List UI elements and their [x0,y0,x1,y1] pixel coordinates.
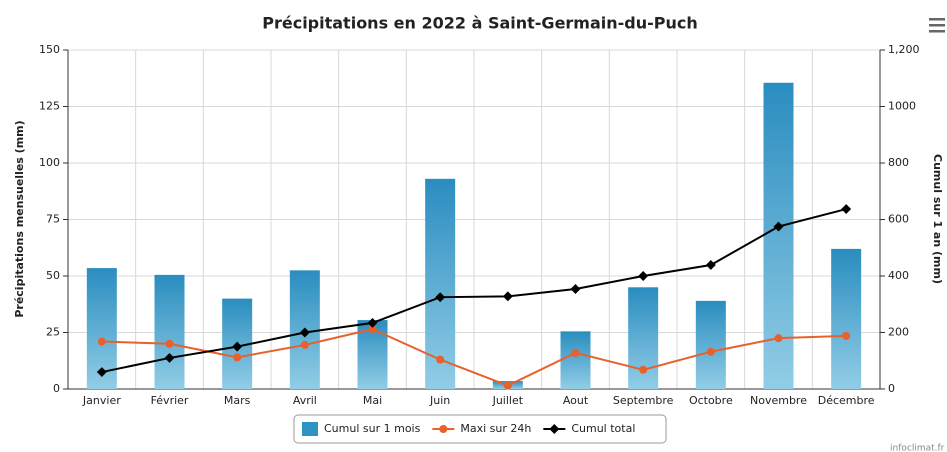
menu-icon[interactable] [929,18,945,33]
point [774,334,783,343]
x-tick-label: Décembre [818,394,875,407]
legend-item: Cumul sur 1 mois [302,422,421,436]
y-tick-label: 125 [39,100,60,113]
point [773,221,784,232]
x-tick-label: Mai [363,394,382,407]
bar [425,178,456,389]
x-tick-label: Avril [293,394,317,407]
legend-label: Cumul sur 1 mois [324,422,421,435]
chart-title: Précipitations en 2022 à Saint-Germain-d… [262,14,698,33]
bar [560,331,591,389]
legend-swatch [302,422,318,436]
x-tick-label: Aout [563,394,589,407]
legend-label: Cumul total [571,422,635,435]
y2-tick-label: 1,200 [888,43,920,56]
y2-tick-label: 600 [888,213,909,226]
point [705,260,716,270]
y2-axis-title: Cumul sur 1 an (mm) [931,154,944,284]
y2-tick-label: 0 [888,382,895,395]
x-tick-label: Février [151,394,189,407]
point [570,284,581,294]
y-tick-label: 150 [39,43,60,56]
y2-tick-label: 800 [888,156,909,169]
point [436,355,445,364]
y-tick-label: 100 [39,156,60,169]
line [101,208,847,374]
point [706,347,715,356]
x-tick-label: Juillet [492,394,524,407]
line [101,328,847,387]
point [435,292,446,303]
x-tick-label: Octobre [689,394,733,407]
point [571,348,580,357]
legend-label: Maxi sur 24h [460,422,531,435]
point [232,341,243,352]
y2-tick-label: 1000 [888,100,916,113]
x-tick-label: Mars [224,394,251,407]
bar [831,248,862,389]
point [502,291,513,302]
point [233,353,242,362]
point [165,339,174,348]
y-tick-label: 75 [46,213,60,226]
point [300,340,309,349]
point [164,352,175,363]
y-tick-label: 0 [53,382,60,395]
point [368,325,377,334]
y-axis-title: Précipitations mensuelles (mm) [13,120,26,317]
x-tick-label: Septembre [613,394,674,407]
y-tick-label: 50 [46,269,60,282]
point [299,327,310,338]
credit: infoclimat.fr [890,444,945,452]
bar [154,274,185,389]
legend-marker [439,425,448,433]
x-tick-label: Juin [429,394,450,407]
point [367,317,378,328]
legend-box [293,414,667,444]
legend-marker [549,424,560,434]
point [503,381,512,390]
point [639,365,648,374]
legend-item: Cumul total [543,422,635,435]
y-tick-label: 25 [46,326,60,339]
point [97,337,106,346]
x-tick-label: Janvier [82,394,121,407]
x-tick-label: Novembre [750,394,807,407]
bar [763,82,794,390]
y2-tick-label: 400 [888,269,909,282]
point [842,331,851,340]
point [638,271,649,281]
legend-item: Maxi sur 24h [432,422,531,435]
point [841,204,852,214]
grid [67,49,881,390]
y2-tick-label: 200 [888,326,909,339]
bar [695,300,726,389]
